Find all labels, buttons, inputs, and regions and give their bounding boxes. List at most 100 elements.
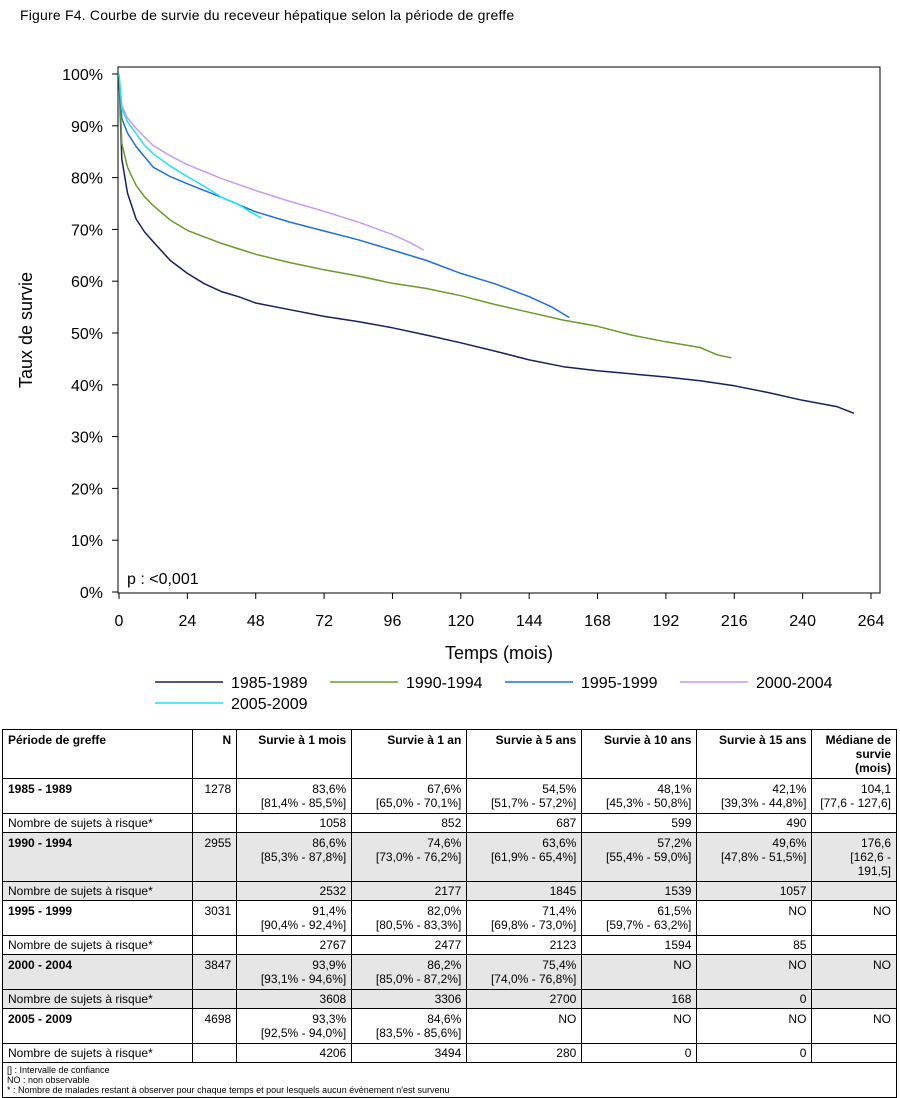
value-cell: NO	[811, 900, 897, 936]
value-cell: 176,6 [162,6 - 191,5]	[811, 832, 897, 882]
empty-cell	[192, 935, 238, 955]
legend-label: 2000-2004	[756, 675, 833, 692]
x-tick-label: 72	[315, 613, 333, 630]
value-cell: 91,4% [90,4% - 92,4%]	[236, 900, 353, 936]
risk-count: 2767	[236, 935, 353, 955]
value-cell: 48,1% [45,3% - 50,8%]	[581, 778, 698, 814]
confidence-interval: [93,1% - 94,6%]	[260, 972, 347, 986]
empty-cell	[192, 813, 238, 833]
confidence-interval: [55,4% - 59,0%]	[605, 850, 692, 864]
table-row: 1995 - 1999 3031 91,4% [90,4% - 92,4%] 82,0%…	[1, 900, 897, 936]
survival-value: 54,5%	[542, 782, 577, 796]
confidence-interval: [61,9% - 65,4%]	[490, 850, 577, 864]
survival-value: NO	[788, 904, 807, 918]
survival-value: 82,0%	[427, 904, 462, 918]
survival-value: 93,3%	[312, 1012, 347, 1026]
risk-label: Nombre de sujets à risque*	[1, 935, 194, 955]
y-tick-label: 60%	[71, 274, 103, 291]
confidence-interval: [83,5% - 85,6%]	[375, 1026, 462, 1040]
value-cell: NO	[696, 900, 813, 936]
x-tick-label: 48	[247, 613, 265, 630]
empty-cell	[811, 881, 897, 901]
table-header-row: Période de greffe N Survie à 1 mois Surv…	[1, 729, 897, 779]
survival-value: 84,6%	[427, 1012, 462, 1026]
risk-count: 1845	[466, 881, 583, 901]
empty-cell	[811, 813, 897, 833]
value-cell: 67,6% [65,0% - 70,1%]	[351, 778, 468, 814]
survival-table: Période de greffe N Survie à 1 mois Surv…	[1, 729, 897, 1098]
legend-label: 1990-1994	[406, 675, 483, 692]
value-cell: 71,4% [69,8% - 73,0%]	[466, 900, 583, 936]
x-axis: 0 24 48 72 96 120 144 168 192 216 240 264	[115, 593, 884, 630]
n-cell: 4698	[192, 1008, 238, 1044]
header-mediane: Médiane de survie (mois)	[811, 729, 897, 779]
risk-count: 1057	[696, 881, 813, 901]
risk-label: Nombre de sujets à risque*	[1, 1043, 194, 1063]
value-cell: NO	[466, 1008, 583, 1044]
survival-value: 57,2%	[657, 836, 692, 850]
confidence-interval: [69,8% - 73,0%]	[490, 918, 577, 932]
y-tick-label: 10%	[71, 533, 103, 550]
header-periode: Période de greffe	[1, 729, 194, 779]
value-cell: 93,3% [92,5% - 94,0%]	[236, 1008, 353, 1044]
footnote-risk: * : Nombre de malades restant à observer…	[7, 1085, 450, 1095]
empty-cell	[192, 989, 238, 1009]
confidence-interval: [65,0% - 70,1%]	[375, 796, 462, 810]
series-line-1985-1989	[118, 73, 855, 414]
value-cell: 82,0% [80,5% - 83,3%]	[351, 900, 468, 936]
survival-value: NO	[558, 1012, 577, 1026]
risk-count: 1539	[581, 881, 698, 901]
legend: 1985-1989 1990-1994 1995-1999 2000-2004 2005…	[155, 675, 833, 713]
y-axis: 0% 10% 20% 30% 40% 50% 60% 70% 80% 90% 100%	[62, 67, 118, 602]
confidence-interval: [51,7% - 57,2%]	[490, 796, 577, 810]
value-cell: NO	[581, 954, 698, 990]
confidence-interval: [80,5% - 83,3%]	[375, 918, 462, 932]
risk-row: Nombre de sujets à risque* 3608 3306 2700 16…	[1, 989, 897, 1009]
legend-label: 2005-2009	[231, 696, 308, 713]
risk-count: 1058	[236, 813, 353, 833]
risk-count: 0	[696, 989, 813, 1009]
risk-count: 85	[696, 935, 813, 955]
survival-value: 86,6%	[312, 836, 347, 850]
value-cell: NO	[811, 1008, 897, 1044]
value-cell: 83,6% [81,4% - 85,5%]	[236, 778, 353, 814]
header-survie-1-mois: Survie à 1 mois	[236, 729, 353, 779]
table-row: 2005 - 2009 4698 93,3% [92,5% - 94,0%] 84,6%…	[1, 1008, 897, 1044]
n-cell: 3847	[192, 954, 238, 990]
value-cell: 61,5% [59,7% - 63,2%]	[581, 900, 698, 936]
risk-count: 2532	[236, 881, 353, 901]
risk-count: 0	[581, 1043, 698, 1063]
legend-label: 1985-1989	[231, 675, 308, 692]
n-cell: 1278	[192, 778, 238, 814]
risk-count: 4206	[236, 1043, 353, 1063]
y-tick-label: 30%	[71, 430, 103, 447]
value-cell: 63,6% [61,9% - 65,4%]	[466, 832, 583, 882]
risk-row: Nombre de sujets à risque* 4206 3494 280 0 0	[1, 1043, 897, 1063]
period-cell: 2005 - 2009	[1, 1008, 194, 1044]
y-tick-label: 40%	[71, 378, 103, 395]
risk-count: 168	[581, 989, 698, 1009]
series-lines	[118, 73, 855, 414]
period-cell: 2000 - 2004	[1, 954, 194, 990]
y-tick-label: 80%	[71, 171, 103, 188]
confidence-interval: [90,4% - 92,4%]	[260, 918, 347, 932]
x-tick-label: 120	[447, 613, 474, 630]
confidence-interval: [85,0% - 87,2%]	[375, 972, 462, 986]
confidence-interval: [47,8% - 51,5%]	[721, 850, 807, 864]
y-axis-title: Taux de survie	[16, 272, 36, 388]
confidence-interval: [59,7% - 63,2%]	[605, 918, 692, 932]
survival-value: NO	[673, 958, 692, 972]
survival-value: 49,6%	[772, 836, 807, 850]
footnote-row: [] : Intervalle de confiance NO : non ob…	[2, 1062, 897, 1098]
risk-count: 852	[351, 813, 468, 833]
series-line-1990-1994	[118, 73, 732, 359]
footnote-ci: [] : Intervalle de confiance	[7, 1065, 110, 1075]
empty-cell	[811, 989, 897, 1009]
empty-cell	[811, 1043, 897, 1063]
risk-label: Nombre de sujets à risque*	[1, 989, 194, 1009]
empty-cell	[192, 1043, 238, 1063]
header-n: N	[192, 729, 238, 779]
value-cell: 54,5% [51,7% - 57,2%]	[466, 778, 583, 814]
confidence-interval: [77,6 - 127,6]	[820, 796, 891, 810]
header-survie-1-an: Survie à 1 an	[351, 729, 468, 779]
